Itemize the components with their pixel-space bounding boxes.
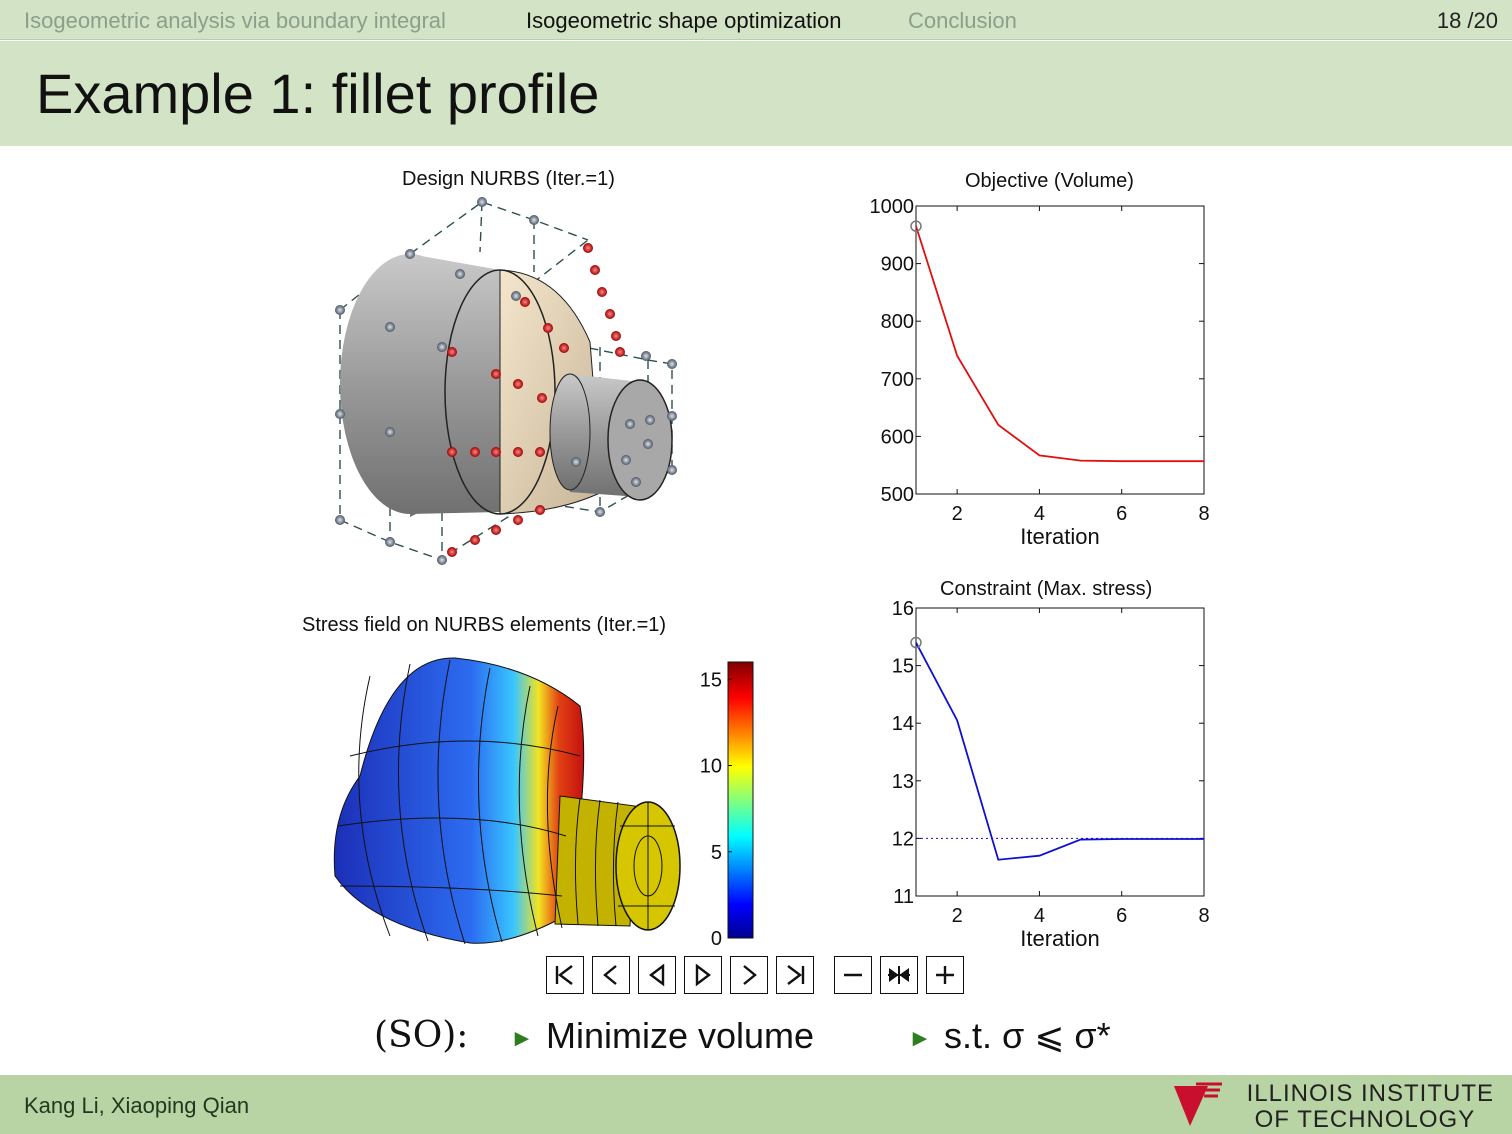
x-tick-label: 6 <box>1116 905 1127 927</box>
faster-button[interactable] <box>926 956 964 994</box>
y-tick-label: 13 <box>892 771 914 793</box>
bullet-triangle-icon: ► <box>908 1025 932 1052</box>
next-frame-button[interactable] <box>730 956 768 994</box>
slide-title: Example 1: fillet profile <box>36 62 600 125</box>
y-tick-label: 1000 <box>870 196 915 218</box>
bullet-triangle-icon: ► <box>510 1025 534 1052</box>
minus-icon <box>844 973 862 977</box>
slower-button[interactable] <box>834 956 872 994</box>
plot-area <box>915 205 1205 495</box>
constraint-chart: 11 12 13 14 15 16 2 4 6 8 Iteration <box>892 598 1210 951</box>
y-tick-label: 500 <box>881 484 914 506</box>
first-frame-icon <box>555 965 573 985</box>
x-tick-label: 4 <box>1034 503 1045 525</box>
first-frame-button[interactable] <box>546 956 584 994</box>
objective-statement: Minimize volume <box>546 1015 815 1056</box>
y-tick-label: 11 <box>893 886 914 908</box>
reset-speed-button[interactable] <box>880 956 918 994</box>
constraint-statement: s.t. σ ⩽ σ* <box>944 1015 1111 1056</box>
footer: Kang Li, Xiaoping Qian ILLINOIS INSTITUT… <box>0 1075 1512 1134</box>
y-tick-label: 15 <box>892 656 914 678</box>
y-tick-label: 16 <box>892 598 914 620</box>
last-frame-button[interactable] <box>776 956 814 994</box>
section-navbar: Isogeometric analysis via boundary integ… <box>0 0 1512 40</box>
nav-section-1[interactable]: Isogeometric analysis via boundary integ… <box>24 8 446 33</box>
y-tick-label: 700 <box>881 369 914 391</box>
chevron-right-icon <box>743 965 757 985</box>
problem-label: (SO): <box>374 1015 469 1056</box>
plus-icon <box>936 966 954 984</box>
stress-colorbar: 15 10 5 0 <box>700 661 754 950</box>
y-tick-label: 900 <box>881 254 914 276</box>
institution-line-2: OF TECHNOLOGY <box>1254 1106 1476 1133</box>
y-tick-label: 600 <box>881 426 914 448</box>
stress-field-title: Stress field on NURBS elements (Iter.=1) <box>302 614 667 636</box>
play-icon <box>695 963 711 987</box>
x-tick-label: 2 <box>952 503 963 525</box>
nav-section-2[interactable]: Isogeometric shape optimization <box>526 8 842 33</box>
x-tick-label: 4 <box>1034 905 1045 927</box>
play-button[interactable] <box>684 956 722 994</box>
last-frame-icon <box>787 965 805 985</box>
current-iteration-marker <box>910 220 922 232</box>
institution-line-1: ILLINOIS INSTITUTE <box>1246 1080 1494 1107</box>
x-tick-label: 6 <box>1116 503 1127 525</box>
constraint-chart-title: Constraint (Max. stress) <box>940 578 1153 600</box>
nav-section-3[interactable]: Conclusion <box>908 8 1017 33</box>
design-nurbs-title: Design NURBS (Iter.=1) <box>402 168 615 190</box>
colorbar-tick-label: 0 <box>711 928 722 950</box>
x-axis-label: Iteration <box>1020 926 1100 951</box>
reset-speed-icon <box>888 966 910 984</box>
objective-chart: 500 600 700 800 900 1000 2 4 6 8 Iteration <box>870 196 1210 549</box>
current-iteration-marker <box>910 636 922 649</box>
title-bar: Example 1: fillet profile <box>0 41 1512 146</box>
authors: Kang Li, Xiaoping Qian <box>24 1093 250 1118</box>
x-tick-label: 2 <box>952 905 963 927</box>
y-tick-label: 14 <box>892 713 914 735</box>
previous-frame-button[interactable] <box>592 956 630 994</box>
colorbar-tick-label: 15 <box>700 669 722 691</box>
iit-logo-icon <box>1174 1082 1222 1126</box>
objective-chart-title: Objective (Volume) <box>965 170 1134 192</box>
design-nurbs-figure <box>335 197 677 565</box>
reverse-play-button[interactable] <box>638 956 676 994</box>
reverse-play-icon <box>649 963 665 987</box>
colorbar-tick-label: 5 <box>711 842 722 864</box>
page-number: 18 /20 <box>1436 8 1498 33</box>
x-tick-label: 8 <box>1198 503 1209 525</box>
chevron-left-icon <box>603 965 617 985</box>
series-line <box>915 225 1204 463</box>
animation-controls <box>546 956 966 996</box>
x-tick-label: 8 <box>1198 905 1209 927</box>
y-tick-label: 800 <box>881 311 914 333</box>
institution-name: ILLINOIS INSTITUTE OF TECHNOLOGY <box>1247 1081 1494 1133</box>
x-axis-label: Iteration <box>1020 524 1100 549</box>
series-line <box>915 642 1204 861</box>
colorbar-tick-label: 10 <box>700 756 722 778</box>
y-tick-label: 12 <box>892 828 914 850</box>
stress-field-figure <box>333 657 681 945</box>
plot-area <box>915 607 1205 897</box>
